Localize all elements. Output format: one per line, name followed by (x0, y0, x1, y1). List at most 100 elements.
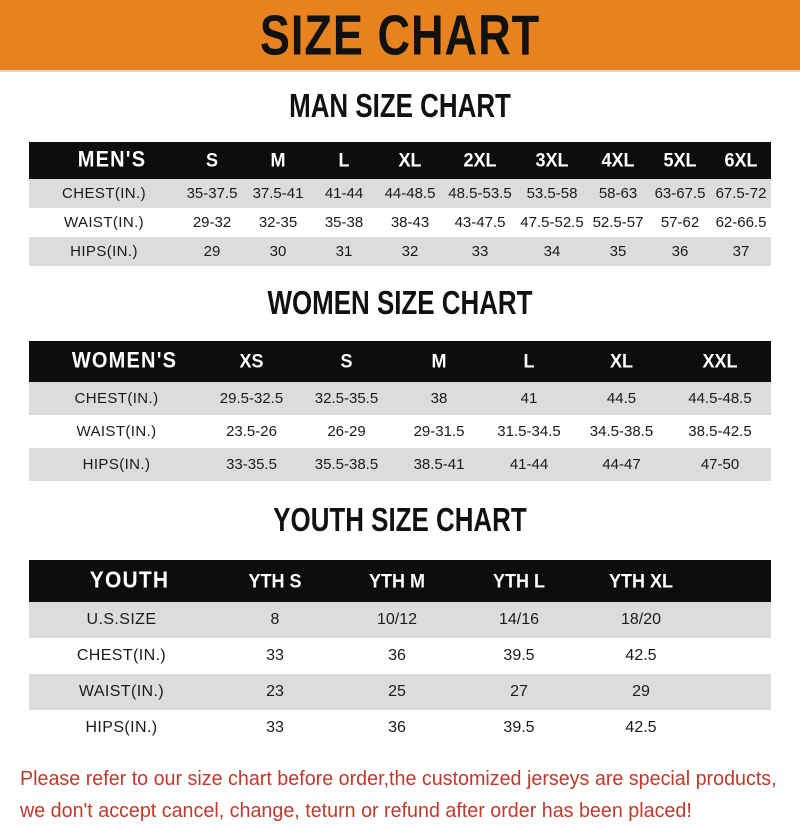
man-size-col-1: M (270, 148, 286, 171)
man-row-2-label: HIPS(IN.) (70, 243, 138, 260)
man-row-0-label: CHEST(IN.) (62, 185, 146, 202)
man-size-col-5: 3XL (535, 148, 569, 171)
women-cell-2-4: 44-47 (602, 456, 641, 473)
man-cell-2-4: 33 (471, 243, 489, 260)
youth-cell-0-0: 8 (270, 611, 280, 628)
youth-cell-1-spacer (702, 638, 771, 674)
table-row: WAIST(IN.) 23.5-26 26-29 29-31.5 31.5-34… (29, 415, 771, 448)
disclaimer-line-1: Please refer to our size chart before or… (20, 768, 777, 790)
youth-cell-1-2: 39.5 (503, 647, 535, 664)
man-cell-2-6: 35 (609, 243, 627, 260)
youth-row-3-label: HIPS(IN.) (85, 719, 158, 736)
youth-size-chart: YOUTH YTH S YTH M YTH L YTH XL U.S.SIZE … (29, 560, 771, 746)
page-title: SIZE CHART (259, 3, 541, 67)
women-size-col-0: XS (239, 349, 264, 372)
man-cell-1-2: 35-38 (324, 214, 364, 231)
youth-size-table: YOUTH YTH S YTH M YTH L YTH XL U.S.SIZE … (29, 560, 771, 746)
women-size-col-4: XL (609, 349, 633, 372)
women-cell-1-4: 34.5-38.5 (589, 423, 654, 440)
women-row-2-label: HIPS(IN.) (82, 456, 151, 473)
women-row-0-label: CHEST(IN.) (74, 390, 159, 407)
man-cell-1-6: 52.5-57 (592, 214, 644, 231)
man-size-col-6: 4XL (601, 148, 635, 171)
man-cell-0-6: 58-63 (598, 185, 638, 202)
women-cell-2-3: 41-44 (509, 456, 549, 473)
man-cell-2-5: 34 (543, 243, 561, 260)
youth-cell-0-2: 14/16 (498, 611, 540, 628)
youth-row-0-label: U.S.SIZE (86, 611, 157, 628)
table-row: U.S.SIZE 8 10/12 14/16 18/20 (29, 602, 771, 638)
man-cell-0-0: 35-37.5 (186, 185, 238, 202)
youth-section-title: YOUTH SIZE CHART (273, 501, 527, 539)
man-cell-0-2: 41-44 (324, 185, 364, 202)
man-cell-2-0: 29 (203, 243, 221, 260)
man-header-label: MEN'S (77, 147, 147, 173)
man-cell-1-7: 57-62 (660, 214, 700, 231)
man-section-title: MAN SIZE CHART (289, 87, 511, 125)
youth-cell-0-spacer (702, 602, 771, 638)
women-size-chart: WOMEN'S XS S M L XL XXL CHEST(IN.) 29.5-… (29, 341, 771, 481)
youth-cell-2-0: 23 (266, 683, 284, 700)
table-row: CHEST(IN.) 33 36 39.5 42.5 (29, 638, 771, 674)
women-cell-1-3: 31.5-34.5 (497, 423, 561, 440)
youth-cell-1-1: 36 (388, 647, 406, 664)
youth-table-header-row: YOUTH YTH S YTH M YTH L YTH XL (29, 560, 771, 602)
man-cell-0-5: 53.5-58 (526, 185, 578, 202)
women-cell-2-2: 38.5-41 (413, 456, 465, 473)
youth-cell-1-3: 42.5 (625, 647, 657, 664)
youth-size-col-spacer (702, 560, 771, 602)
women-cell-0-0: 29.5-32.5 (219, 390, 284, 407)
women-size-col-5: XXL (702, 349, 738, 372)
women-cell-1-5: 38.5-42.5 (688, 423, 752, 440)
table-row: HIPS(IN.) 33-35.5 35.5-38.5 38.5-41 41-4… (29, 448, 771, 481)
man-cell-0-8: 67.5-72 (715, 185, 767, 202)
man-cell-1-4: 43-47.5 (454, 214, 506, 231)
man-cell-0-7: 63-67.5 (654, 185, 706, 202)
man-size-col-8: 6XL (724, 148, 758, 171)
man-cell-1-3: 38-43 (390, 214, 430, 231)
women-size-table: WOMEN'S XS S M L XL XXL CHEST(IN.) 29.5-… (29, 341, 771, 481)
women-size-col-3: L (523, 349, 535, 372)
man-cell-0-4: 48.5-53.5 (448, 185, 512, 202)
women-table-header-row: WOMEN'S XS S M L XL XXL (29, 341, 771, 382)
man-cell-1-5: 47.5-52.5 (520, 214, 584, 231)
youth-cell-2-spacer (702, 674, 771, 710)
table-row: HIPS(IN.) 29 30 31 32 33 34 35 36 37 (29, 237, 771, 266)
man-table-header-row: MEN'S S M L XL 2XL 3XL 4XL 5XL 6XL (29, 142, 771, 179)
man-size-col-3: XL (398, 148, 422, 171)
youth-cell-0-3: 18/20 (620, 611, 662, 628)
man-row-1-label: WAIST(IN.) (63, 214, 145, 231)
women-cell-0-4: 44.5 (606, 390, 637, 407)
youth-cell-2-3: 29 (632, 683, 650, 700)
women-section-title: WOMEN SIZE CHART (267, 284, 533, 322)
youth-cell-0-1: 10/12 (376, 611, 418, 628)
youth-size-col-2: YTH L (493, 569, 545, 592)
man-size-col-4: 2XL (463, 148, 497, 171)
youth-cell-1-0: 33 (266, 647, 284, 664)
youth-size-col-3: YTH XL (608, 569, 673, 592)
man-cell-1-8: 62-66.5 (715, 214, 767, 231)
youth-cell-3-2: 39.5 (503, 719, 535, 736)
women-cell-1-2: 29-31.5 (413, 423, 465, 440)
man-size-table: MEN'S S M L XL 2XL 3XL 4XL 5XL 6XL CHEST… (29, 142, 771, 266)
man-size-col-7: 5XL (663, 148, 697, 171)
table-row: HIPS(IN.) 33 36 39.5 42.5 (29, 710, 771, 746)
youth-row-1-label: CHEST(IN.) (76, 647, 167, 664)
women-cell-2-5: 47-50 (700, 456, 740, 473)
man-size-col-0: S (205, 148, 218, 171)
man-cell-2-7: 36 (671, 243, 689, 260)
man-cell-2-2: 31 (335, 243, 353, 260)
youth-cell-3-1: 36 (388, 719, 406, 736)
table-row: WAIST(IN.) 29-32 32-35 35-38 38-43 43-47… (29, 208, 771, 237)
youth-cell-2-2: 27 (510, 683, 528, 700)
man-cell-0-1: 37.5-41 (252, 185, 304, 202)
page-banner: SIZE CHART (0, 0, 800, 72)
disclaimer-line-2: we don't accept cancel, change, teturn o… (20, 800, 692, 823)
youth-cell-3-spacer (702, 710, 771, 746)
women-header-label: WOMEN'S (71, 348, 178, 374)
man-size-col-2: L (338, 148, 350, 171)
man-cell-2-8: 37 (732, 243, 750, 260)
table-row: CHEST(IN.) 35-37.5 37.5-41 41-44 44-48.5… (29, 179, 771, 208)
youth-size-col-0: YTH S (248, 569, 302, 592)
women-cell-0-5: 44.5-48.5 (688, 390, 752, 407)
